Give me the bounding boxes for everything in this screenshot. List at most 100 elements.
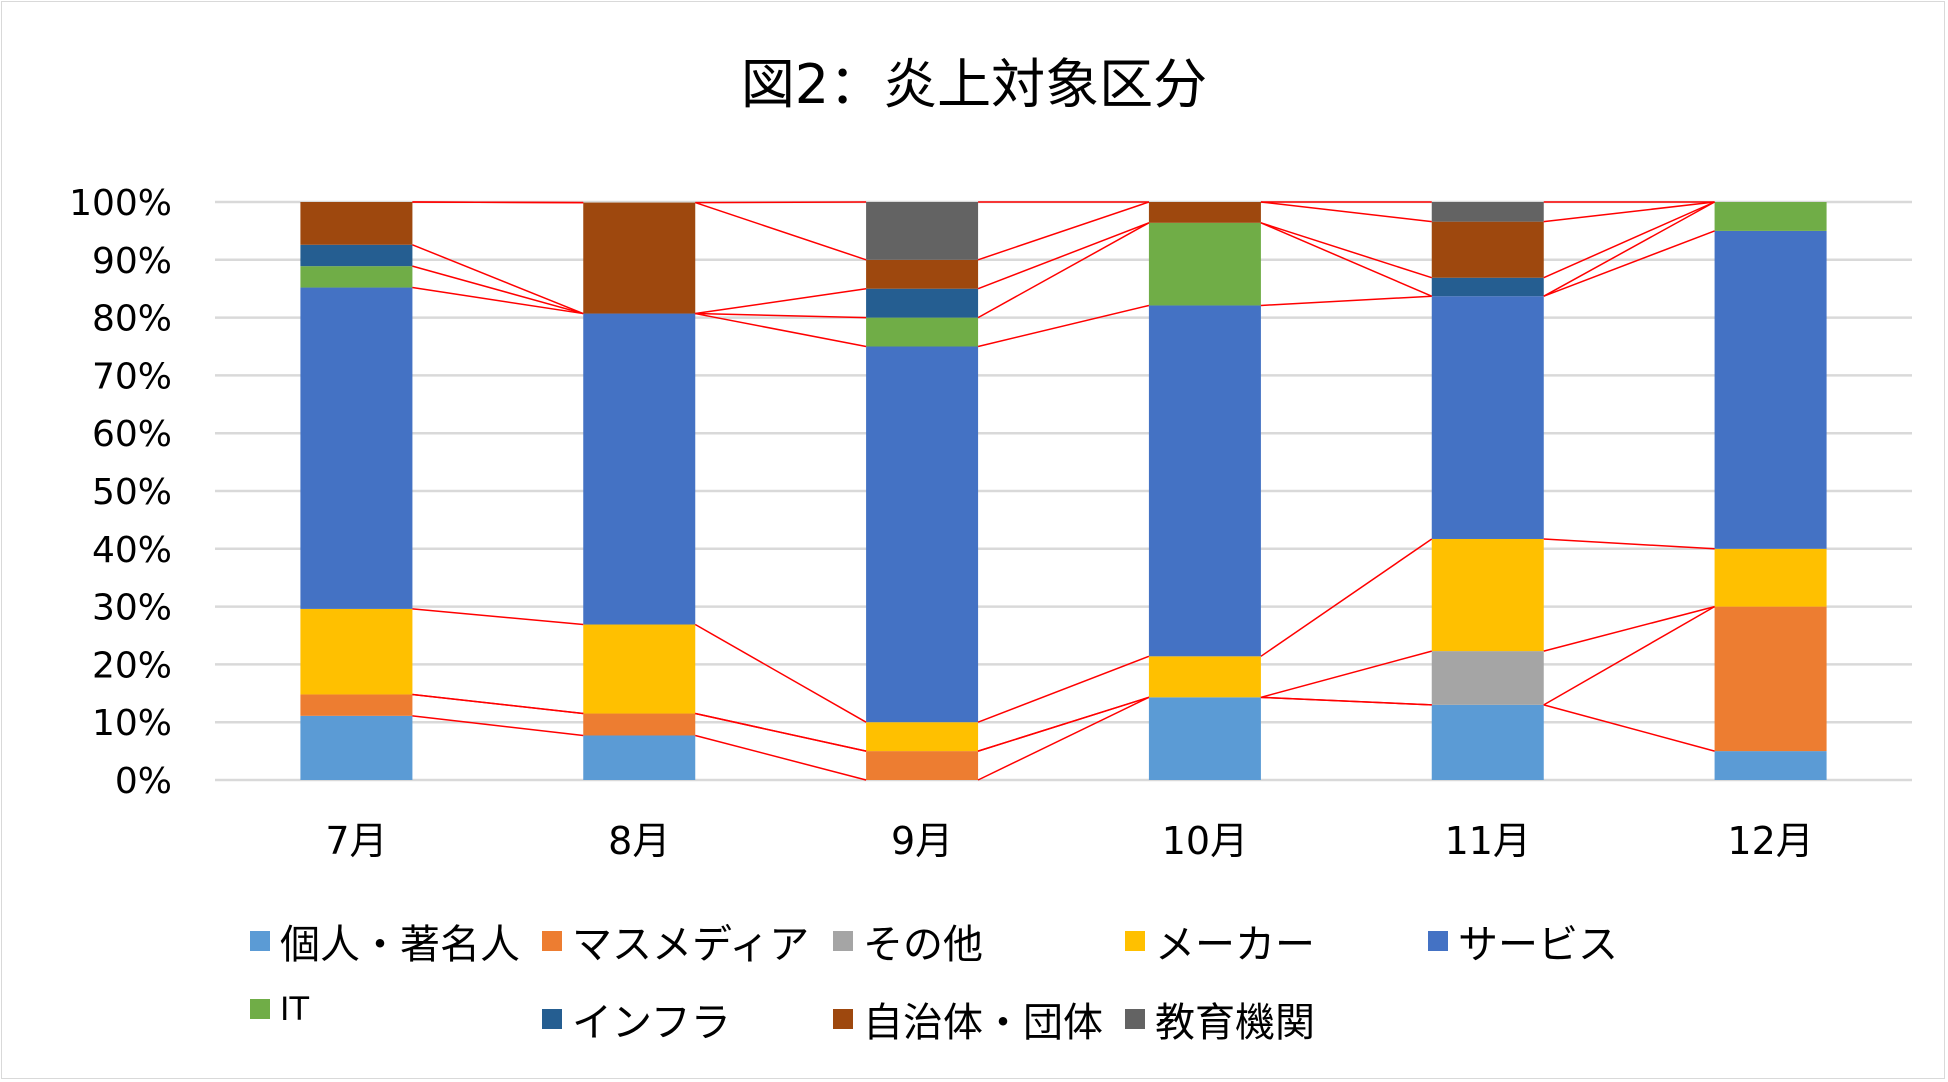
series-connector-line <box>412 608 584 626</box>
bar-segment <box>1431 202 1544 222</box>
bar-segment <box>583 202 696 314</box>
bar-segment <box>866 346 979 723</box>
legend-label: インフラ <box>572 1000 731 1046</box>
series-connector-line <box>1543 230 1715 297</box>
series-connector-line <box>1543 704 1715 752</box>
legend-swatch <box>1125 931 1145 951</box>
legend-item: 個人・著名人 <box>250 912 520 970</box>
legend-label: 教育機関 <box>1155 1000 1315 1046</box>
bar-segment <box>300 287 413 609</box>
gridlines <box>215 200 1912 782</box>
bar-segment <box>1431 538 1544 652</box>
series-connector-line <box>1543 538 1715 550</box>
y-tick-label: 40% <box>92 530 172 571</box>
bar-segment <box>866 751 979 780</box>
series-connector-line <box>977 222 1150 319</box>
bar-segment <box>1148 656 1261 698</box>
bar-segment <box>300 266 413 288</box>
series-connector-line <box>977 655 1150 723</box>
series-connector-line <box>1260 222 1433 297</box>
bar-segment <box>866 317 979 347</box>
bar-segment <box>1148 202 1261 223</box>
series-connector-line <box>1260 696 1432 706</box>
series-connector-line <box>695 734 867 781</box>
y-tick-label: 0% <box>115 761 172 802</box>
x-tick-label: 12月 <box>1727 819 1813 863</box>
bar-segment <box>1431 704 1544 780</box>
bar-segment <box>1431 221 1544 278</box>
legend-label: IT <box>280 990 309 1028</box>
series-connector-line <box>695 712 867 752</box>
legend-label: メーカー <box>1155 922 1315 968</box>
series-connector-line <box>695 201 867 204</box>
bar-segment <box>866 722 979 752</box>
series-connector-line <box>1543 201 1715 297</box>
legend-item: マスメディア <box>542 912 809 970</box>
bar-segment <box>300 202 413 245</box>
series-connector-line <box>695 201 867 261</box>
bar-segment <box>1714 606 1827 752</box>
series-connector-line <box>412 244 584 315</box>
x-tick-label: 11月 <box>1445 819 1531 863</box>
legend-swatch <box>250 999 270 1019</box>
series-connector-line <box>1260 295 1432 307</box>
series-connector-line <box>1543 201 1715 279</box>
bar-segment <box>1714 230 1827 549</box>
y-tick-label: 100% <box>69 183 172 224</box>
bar-segment <box>300 715 413 780</box>
series-connector-line <box>977 696 1150 781</box>
bar-segment <box>583 624 696 714</box>
series-connectors <box>412 201 1715 781</box>
y-axis-ticks: 0% 10% 20% 30% 40% 50% 60% 70% 80% 90% 100% <box>69 183 172 802</box>
bar-segment <box>1431 277 1544 297</box>
series-connector-line <box>412 201 584 204</box>
x-tick-label: 7月 <box>325 819 387 863</box>
bar-segment <box>866 288 979 318</box>
series-connector-line <box>1543 605 1715 706</box>
series-connector-line <box>1543 605 1715 652</box>
y-tick-label: 50% <box>92 472 172 513</box>
x-tick-label: 8月 <box>608 819 670 863</box>
legend: 個人・著名人 マスメディア その他 メーカー サービス IT インフラ 自治体・団体 教育機関 <box>250 912 1700 1062</box>
legend-item: インフラ <box>542 990 731 1048</box>
bar-segment <box>300 608 413 695</box>
y-tick-label: 30% <box>92 588 172 629</box>
bar-segment <box>1148 305 1261 657</box>
bar-segment <box>1148 697 1261 780</box>
legend-label: サービス <box>1458 922 1618 968</box>
legend-label: 個人・著名人 <box>280 922 520 968</box>
bar-segment <box>300 694 413 716</box>
series-connector-line <box>977 222 1150 290</box>
series-connector-line <box>412 693 584 715</box>
series-connector-line <box>1260 650 1432 699</box>
bar-segment <box>1714 202 1827 231</box>
x-tick-label: 9月 <box>891 819 953 863</box>
legend-label: マスメディア <box>572 922 810 968</box>
series-connector-line <box>1543 201 1715 223</box>
y-tick-label: 10% <box>92 703 172 744</box>
legend-label: 自治体・団体 <box>863 1000 1103 1046</box>
x-tick-label: 10月 <box>1162 819 1248 863</box>
y-tick-label: 60% <box>92 414 172 455</box>
bar-segment <box>300 244 413 267</box>
legend-item: 教育機関 <box>1125 990 1315 1048</box>
legend-item: サービス <box>1428 912 1618 970</box>
legend-item: その他 <box>833 912 983 970</box>
series-connector-line <box>412 265 584 315</box>
legend-item: IT <box>250 990 309 1028</box>
chart-title: 図2：炎上対象区分 <box>740 53 1208 116</box>
legend-item: 自治体・団体 <box>833 990 1103 1048</box>
bar-segment <box>1148 222 1261 306</box>
bar-segment <box>583 713 696 736</box>
series-connector-line <box>977 201 1150 261</box>
legend-swatch <box>542 931 562 951</box>
bar-segment <box>866 259 979 289</box>
bar-segment <box>583 313 696 625</box>
legend-item: メーカー <box>1125 912 1315 970</box>
y-tick-label: 20% <box>92 645 172 686</box>
legend-swatch <box>1428 931 1448 951</box>
x-axis-ticks: 7月 8月 9月 10月 11月 12月 <box>325 819 1813 863</box>
bar-segment <box>1714 548 1827 607</box>
bar-segment <box>866 202 979 260</box>
